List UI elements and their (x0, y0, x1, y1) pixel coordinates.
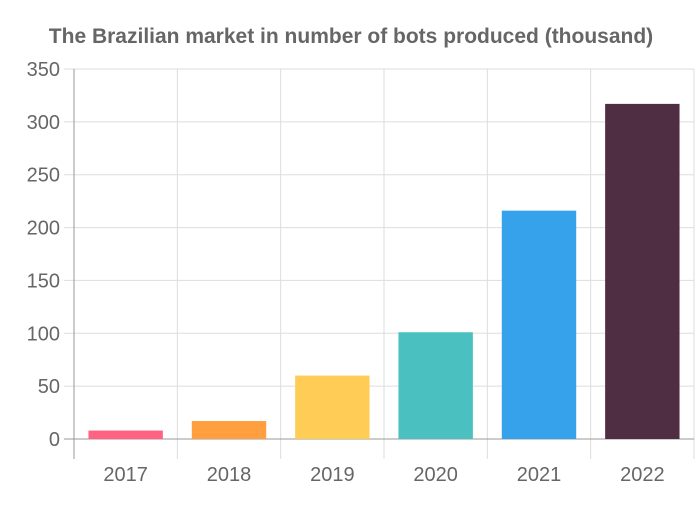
x-tick-label: 2019 (310, 464, 355, 486)
grid-layer (64, 68, 695, 459)
x-tick-label: 2022 (620, 464, 665, 486)
bar-2022 (605, 103, 680, 439)
bar-2018 (191, 421, 267, 439)
y-tick-label: 200 (27, 218, 60, 240)
bar-layer (88, 103, 680, 439)
y-tick-label: 150 (27, 270, 60, 292)
bar-2019 (295, 375, 370, 439)
bar-2017 (88, 430, 163, 439)
x-tick-label: 2018 (207, 464, 252, 486)
y-tick-label: 50 (38, 376, 60, 398)
y-tick-label: 0 (49, 429, 60, 451)
y-tick-label: 100 (27, 323, 60, 345)
chart-title: The Brazilian market in number of bots p… (49, 25, 653, 48)
bar-2021 (501, 210, 577, 439)
label-layer: 0 50 100 150 200 250 300 350 2017 2018 2019 2020 202… (27, 59, 665, 486)
y-tick-label: 350 (27, 59, 60, 81)
x-tick-label: 2020 (413, 464, 458, 486)
y-tick-label: 250 (27, 165, 60, 187)
x-tick-label: 2021 (517, 464, 562, 486)
bar-2020 (398, 332, 473, 439)
x-tick-label: 2017 (103, 464, 148, 486)
y-tick-label: 300 (27, 112, 60, 134)
